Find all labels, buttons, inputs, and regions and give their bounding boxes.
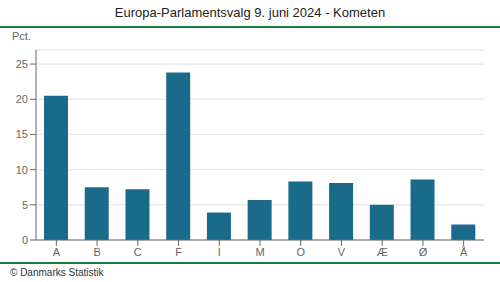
svg-text:V: V xyxy=(338,246,346,258)
svg-text:C: C xyxy=(134,246,142,258)
svg-text:Å: Å xyxy=(460,246,468,258)
svg-text:Ø: Ø xyxy=(419,246,428,258)
svg-text:A: A xyxy=(53,246,61,258)
svg-text:0: 0 xyxy=(22,234,28,246)
svg-text:Æ: Æ xyxy=(377,246,388,258)
svg-text:I: I xyxy=(218,246,221,258)
svg-text:20: 20 xyxy=(16,93,28,105)
svg-text:15: 15 xyxy=(16,128,28,140)
html-text:© Danmarks Statistik: © Danmarks Statistik xyxy=(10,267,104,278)
svg-text:10: 10 xyxy=(16,164,28,176)
svg-text:F: F xyxy=(175,246,182,258)
svg-text:M: M xyxy=(255,246,264,258)
svg-text:5: 5 xyxy=(22,199,28,211)
svg-text:25: 25 xyxy=(16,58,28,70)
html-text:Pct.: Pct. xyxy=(12,30,31,42)
html-text:Europa-Parlamentsvalg 9. juni: Europa-Parlamentsvalg 9. juni 2024 - Kom… xyxy=(114,5,386,20)
svg-text:B: B xyxy=(93,246,100,258)
svg-text:O: O xyxy=(296,246,305,258)
